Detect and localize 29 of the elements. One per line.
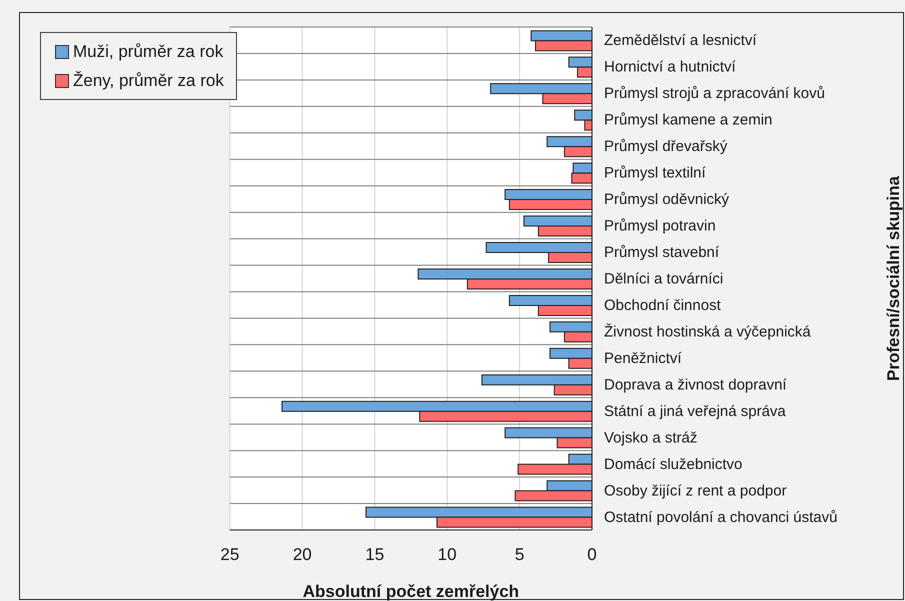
x-axis-title: Absolutní počet zemřelých	[302, 582, 520, 601]
y-tick-label: Vojsko a stráž	[604, 429, 698, 446]
y-tick-label: Průmysl oděvnický	[604, 191, 730, 208]
x-tick-label: 0	[587, 545, 597, 564]
x-tick-label: 10	[438, 545, 457, 564]
y-tick-label: Hornictví a hutnictví	[604, 58, 737, 76]
y-tick-label: Průmysl textilní	[604, 164, 707, 182]
x-tick-label: 15	[365, 545, 384, 564]
y-tick-label: Ostatní povolání a chovanci ústavů	[604, 508, 838, 526]
y-tick-label: Dělníci a továrníci	[604, 270, 724, 288]
y-tick-label: Průmysl dřevařský	[604, 138, 728, 156]
y-tick-label: Obchodní činnost	[604, 296, 722, 314]
y-axis-title: Profesní/sociální skupina	[884, 175, 904, 382]
x-tick-label: 25	[220, 545, 240, 564]
y-tick-label: Doprava a živnost dopravní	[604, 376, 788, 394]
y-tick-label: Průmysl potravin	[604, 218, 716, 235]
x-tick-label: 5	[514, 545, 524, 564]
y-tick-label: Zemědělství a lesnictví	[604, 32, 758, 50]
y-tick-label: Osoby žijící z rent a podpor	[604, 482, 787, 500]
y-tick-label: Průmysl stavební	[604, 244, 720, 262]
y-tick-label: Živnost hostinská a výčepnická	[604, 322, 812, 340]
legend-label: Ženy, průměr za rok	[73, 70, 224, 90]
y-tick-label: Domácí služebnictvo	[604, 456, 742, 473]
y-tick-label: Průmysl kamene a zemin	[604, 112, 772, 129]
y-tick-label: Státní a jiná veřejná správa	[604, 402, 786, 420]
x-tick-label: 20	[292, 545, 312, 564]
y-tick-label: Průmysl strojů a zpracování kovů	[604, 85, 825, 102]
legend-label: Muži, průměr za rok	[73, 42, 224, 62]
y-tick-label: Peněžnictví	[604, 350, 682, 367]
